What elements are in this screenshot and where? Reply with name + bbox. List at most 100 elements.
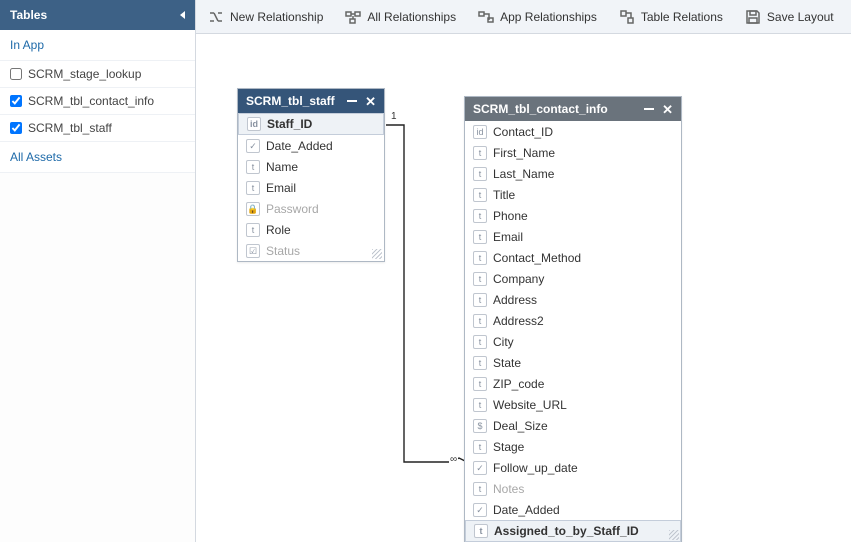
resize-grip[interactable] — [669, 530, 679, 540]
field-label: Assigned_to_by_Staff_ID — [494, 524, 639, 538]
field-label: Password — [266, 202, 319, 216]
collapse-icon[interactable] — [180, 11, 185, 19]
field-Assigned_to_by_Staff_ID[interactable]: tAssigned_to_by_Staff_ID — [465, 520, 681, 542]
field-label: Email — [493, 230, 523, 244]
field-type-icon: ✓ — [473, 461, 487, 475]
table-titlebar[interactable]: SCRM_tbl_staff✕ — [238, 89, 384, 113]
table-staff[interactable]: SCRM_tbl_staff✕idStaff_ID✓Date_Addedt Nam… — [237, 88, 385, 262]
field-label: Email — [266, 181, 296, 195]
save-icon — [745, 9, 761, 25]
field-label: Date_Added — [493, 503, 560, 517]
field-label: State — [493, 356, 521, 370]
field-label: Stage — [493, 440, 524, 454]
close-icon[interactable]: ✕ — [365, 95, 376, 108]
field-Address2[interactable]: tAddress2 — [465, 310, 681, 331]
app-rel-icon — [478, 9, 494, 25]
sidebar: Tables In App SCRM_stage_lookup SCRM_tbl_… — [0, 0, 196, 542]
sidebar-item-SCRM_stage_lookup[interactable]: SCRM_stage_lookup — [0, 61, 195, 88]
table-titlebar[interactable]: SCRM_tbl_contact_info✕ — [465, 97, 681, 121]
field-Staff_ID[interactable]: idStaff_ID — [238, 113, 384, 135]
field-Follow_up_date[interactable]: ✓ Follow_up_date — [465, 457, 681, 478]
field-label: ZIP_code — [493, 377, 544, 391]
field-Email[interactable]: tEmail — [238, 177, 384, 198]
toolbar: New Relationship All Relationships App R… — [196, 0, 851, 34]
field-type-icon: t — [473, 356, 487, 370]
field-Stage[interactable]: tStage — [465, 436, 681, 457]
new-relationship-button[interactable]: New Relationship — [208, 9, 323, 25]
save-layout-button[interactable]: Save Layout — [745, 9, 834, 25]
field-Deal_Size[interactable]: $Deal_Size — [465, 415, 681, 436]
field-type-icon: t — [473, 251, 487, 265]
field-Notes[interactable]: tNotes — [465, 478, 681, 499]
field-label: Deal_Size — [493, 419, 548, 433]
table-contact[interactable]: SCRM_tbl_contact_info✕idContact_IDt First… — [464, 96, 682, 542]
field-label: Phone — [493, 209, 528, 223]
field-label: First_Name — [493, 146, 555, 160]
canvas[interactable]: 1 ∞ SCRM_tbl_staff✕idStaff_ID✓Date_Added… — [196, 34, 851, 542]
field-type-icon: t — [473, 377, 487, 391]
field-ZIP_code[interactable]: t ZIP_code — [465, 373, 681, 394]
close-icon[interactable]: ✕ — [662, 103, 673, 116]
field-label: Name — [266, 160, 298, 174]
field-First_Name[interactable]: t First_Name — [465, 142, 681, 163]
field-Company[interactable]: t Company — [465, 268, 681, 289]
field-label: City — [493, 335, 514, 349]
field-label: Address2 — [493, 314, 544, 328]
save-layout-label: Save Layout — [767, 10, 834, 24]
field-label: Role — [266, 223, 291, 237]
field-type-icon: t — [473, 272, 487, 286]
minimize-icon[interactable] — [347, 100, 357, 102]
field-label: Website_URL — [493, 398, 567, 412]
field-label: Contact_Method — [493, 251, 581, 265]
field-Phone[interactable]: tPhone — [465, 205, 681, 226]
field-type-icon: ☑ — [246, 244, 260, 258]
field-label: Follow_up_date — [493, 461, 578, 475]
field-State[interactable]: t State — [465, 352, 681, 373]
field-type-icon: t — [246, 223, 260, 237]
sidebar-item-checkbox[interactable] — [10, 68, 22, 80]
sidebar-section-in-app[interactable]: In App — [0, 30, 195, 61]
field-Name[interactable]: t Name — [238, 156, 384, 177]
field-type-icon: ✓ — [246, 139, 260, 153]
field-Date_Added[interactable]: ✓Date_Added — [238, 135, 384, 156]
table-relations-label: Table Relations — [641, 10, 723, 24]
field-label: Last_Name — [493, 167, 554, 181]
field-City[interactable]: tCity — [465, 331, 681, 352]
field-type-icon: t — [246, 160, 260, 174]
sidebar-item-checkbox[interactable] — [10, 95, 22, 107]
field-type-icon: t — [473, 188, 487, 202]
field-Email[interactable]: t Email — [465, 226, 681, 247]
field-type-icon: t — [473, 146, 487, 160]
field-Title[interactable]: tTitle — [465, 184, 681, 205]
all-relationships-button[interactable]: All Relationships — [345, 9, 456, 25]
field-label: Company — [493, 272, 544, 286]
field-Website_URL[interactable]: t Website_URL — [465, 394, 681, 415]
sidebar-title: Tables — [10, 8, 47, 22]
sidebar-item-checkbox[interactable] — [10, 122, 22, 134]
sidebar-item-SCRM_tbl_contact_info[interactable]: SCRM_tbl_contact_info — [0, 88, 195, 115]
field-type-icon: t — [473, 398, 487, 412]
resize-grip[interactable] — [372, 249, 382, 259]
sidebar-item-label: SCRM_stage_lookup — [28, 67, 141, 81]
field-Date_Added[interactable]: ✓ Date_Added — [465, 499, 681, 520]
field-type-icon: t — [473, 230, 487, 244]
sidebar-section-all-assets[interactable]: All Assets — [0, 142, 195, 173]
table-relations-button[interactable]: Table Relations — [619, 9, 723, 25]
field-type-icon: id — [473, 125, 487, 139]
field-label: Staff_ID — [267, 117, 312, 131]
cardinality-left: 1 — [390, 111, 398, 122]
app-relationships-label: App Relationships — [500, 10, 597, 24]
sidebar-header[interactable]: Tables — [0, 0, 195, 30]
field-type-icon: ✓ — [473, 503, 487, 517]
cardinality-right: ∞ — [449, 454, 458, 465]
sidebar-item-SCRM_tbl_staff[interactable]: SCRM_tbl_staff — [0, 115, 195, 142]
minimize-icon[interactable] — [644, 108, 654, 110]
field-Status[interactable]: ☑Status — [238, 240, 384, 261]
field-Role[interactable]: t Role — [238, 219, 384, 240]
field-Address[interactable]: tAddress — [465, 289, 681, 310]
app-relationships-button[interactable]: App Relationships — [478, 9, 597, 25]
field-Contact_Method[interactable]: t Contact_Method — [465, 247, 681, 268]
field-Contact_ID[interactable]: idContact_ID — [465, 121, 681, 142]
field-Password[interactable]: 🔒Password — [238, 198, 384, 219]
field-Last_Name[interactable]: tLast_Name — [465, 163, 681, 184]
